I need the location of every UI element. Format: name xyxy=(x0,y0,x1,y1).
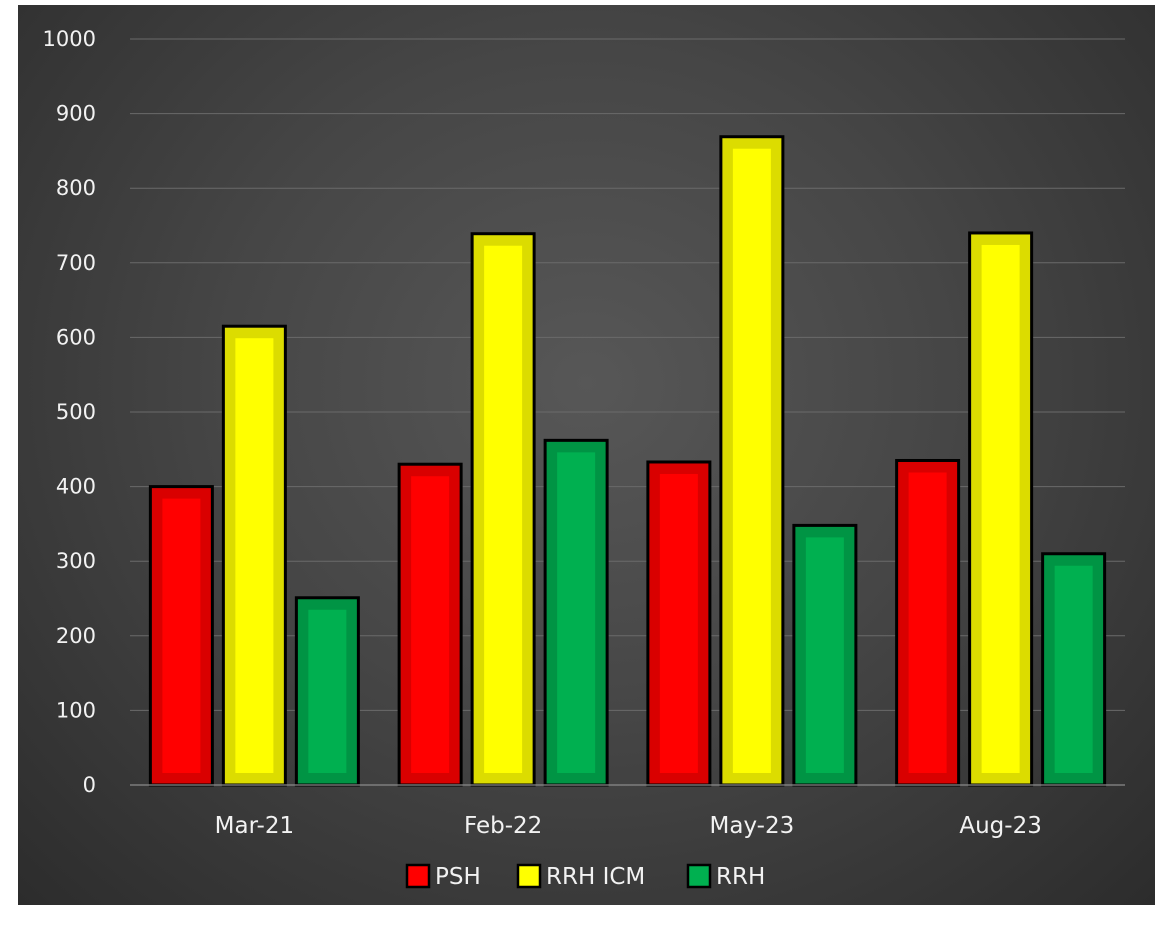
bar-rrh-feb-22 xyxy=(543,438,609,787)
legend-item-rrh-icm: RRH ICM xyxy=(516,863,645,890)
y-tick-label: 900 xyxy=(56,102,96,126)
bar-inner xyxy=(732,148,771,773)
legend: PSH RRH ICM RRH xyxy=(405,863,765,890)
y-axis-tick-labels: 0 100 200 300 400 500 600 700 800 900 1000 xyxy=(43,27,96,797)
legend-label: PSH xyxy=(435,864,481,890)
bars xyxy=(148,135,1107,787)
bar-inner xyxy=(659,473,698,773)
bar-rrh-icm-aug-23 xyxy=(968,231,1034,787)
y-tick-label: 200 xyxy=(56,624,96,648)
chart-panel: 0 100 200 300 400 500 600 700 800 900 1000 Mar-21 F… xyxy=(18,5,1155,905)
y-tick-label: 1000 xyxy=(43,27,96,51)
bar-rrh-icm-mar-21 xyxy=(221,324,287,787)
y-tick-label: 300 xyxy=(56,549,96,573)
y-tick-label: 100 xyxy=(56,698,96,722)
bar-rrh-icm-feb-22 xyxy=(470,232,536,787)
bar-inner xyxy=(981,244,1020,773)
bar-psh-aug-23 xyxy=(895,458,961,787)
bar-inner xyxy=(235,338,274,773)
bar-chart: 0 100 200 300 400 500 600 700 800 900 1000 Mar-21 F… xyxy=(43,27,1125,890)
legend-label: RRH ICM xyxy=(546,864,645,890)
x-category-label: Feb-22 xyxy=(464,813,542,839)
bar-rrh-aug-23 xyxy=(1041,552,1107,787)
x-axis-category-labels: Mar-21 Feb-22 May-23 Aug-23 xyxy=(215,813,1042,839)
bar-inner xyxy=(1054,565,1093,773)
bar-rrh-icm-may-23 xyxy=(719,135,785,787)
legend-swatch xyxy=(405,863,431,889)
x-category-label: Aug-23 xyxy=(959,813,1041,839)
bar-inner xyxy=(557,452,596,773)
bar-rrh-mar-21 xyxy=(294,596,360,787)
legend-label: RRH xyxy=(716,864,765,890)
y-tick-label: 700 xyxy=(56,251,96,275)
bar-inner xyxy=(411,476,450,773)
bar-inner xyxy=(484,245,523,773)
y-tick-label: 500 xyxy=(56,400,96,424)
bar-inner xyxy=(805,537,844,773)
bar-rrh-may-23 xyxy=(792,523,858,787)
legend-item-rrh: RRH xyxy=(686,863,765,890)
bar-psh-may-23 xyxy=(646,460,712,787)
bar-inner xyxy=(308,609,347,773)
bar-inner xyxy=(162,498,201,773)
legend-swatch xyxy=(686,863,712,889)
y-tick-label: 600 xyxy=(56,325,96,349)
y-tick-label: 400 xyxy=(56,475,96,499)
legend-item-psh: PSH xyxy=(405,863,481,890)
legend-swatch xyxy=(516,863,542,889)
x-category-label: Mar-21 xyxy=(215,813,295,839)
bar-psh-mar-21 xyxy=(148,485,214,787)
y-tick-label: 0 xyxy=(83,773,96,797)
y-tick-label: 800 xyxy=(56,176,96,200)
x-category-label: May-23 xyxy=(710,813,795,839)
bar-psh-feb-22 xyxy=(397,462,463,787)
bar-inner xyxy=(908,472,947,773)
